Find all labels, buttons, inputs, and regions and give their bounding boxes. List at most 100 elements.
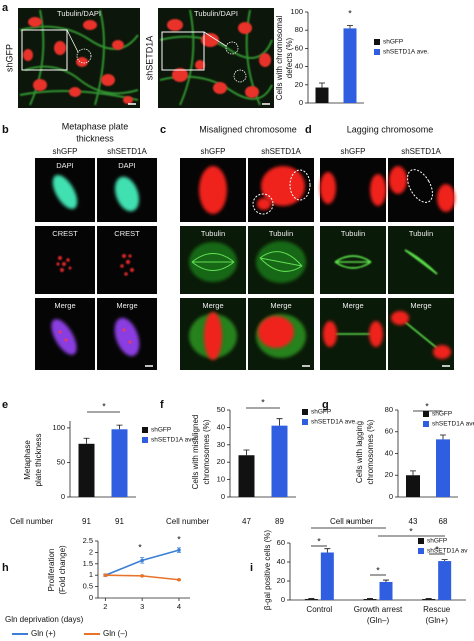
y-tick-label: 0 (389, 492, 393, 501)
micrograph: Tubulin/DAPI (158, 8, 274, 108)
y-tick-label: 1 (89, 570, 93, 579)
column-label: shSETD1A (401, 147, 441, 156)
y-tick-label: 40 (385, 448, 393, 457)
micrograph-shape (323, 311, 451, 359)
micrograph-shape (21, 29, 68, 71)
micrograph-shape-shape (404, 321, 438, 349)
error-bar (116, 424, 123, 430)
micrograph-shape-shape (433, 345, 451, 359)
micrograph-shape-shape (69, 87, 81, 97)
cell-number-label: Cell number (166, 517, 209, 526)
micrograph-shape-shape (62, 262, 66, 266)
micrograph-shape (114, 317, 140, 357)
micrograph-shape (167, 19, 271, 98)
x-tick-label: 4 (177, 602, 181, 611)
micrograph: Tubulin Tubulin (180, 226, 314, 294)
y-tick-label: 100 (52, 423, 65, 432)
micrograph: Merge Merge (180, 298, 314, 370)
annotation: * (177, 534, 181, 544)
image-label: Merge (270, 301, 291, 310)
image-label: Tubulin (269, 229, 293, 238)
micrograph-shape-shape (195, 60, 205, 70)
annotation: * (409, 526, 413, 536)
legend-label: shGFP (427, 538, 447, 545)
y-axis-label: Cells with misaligned (191, 415, 200, 490)
point (103, 573, 108, 577)
micrograph-shape-shape (58, 256, 62, 260)
micrograph-shape (320, 226, 386, 294)
micrograph: Tubulin Tubulin (320, 226, 454, 294)
y-axis-label: chromosomes (%) (202, 419, 211, 484)
y-tick-label: 20 (385, 470, 393, 479)
y-axis-label: Proliferation (47, 549, 56, 592)
micrograph: Merge Merge (320, 298, 454, 370)
x-tick-label: Control (306, 605, 332, 614)
legend-swatch (423, 411, 429, 417)
bar (304, 599, 318, 600)
micrograph-shape (370, 174, 386, 206)
micrograph-shape-shape (122, 328, 126, 332)
point (140, 574, 144, 578)
image-label: Merge (54, 301, 75, 310)
y-tick-label: 30 (217, 440, 225, 449)
image-label: Merge (342, 301, 363, 310)
bar (111, 429, 128, 497)
column-label: shGFP (341, 147, 366, 156)
micrograph: CREST CREST (35, 226, 157, 294)
micrograph-shape-shape (123, 96, 133, 104)
micrograph-shape-shape (213, 82, 227, 94)
micrograph-shape (258, 316, 294, 348)
x-axis-label: Gln deprivation (days) (5, 615, 84, 624)
micrograph-shape (289, 169, 311, 201)
micrograph (320, 158, 455, 222)
micrograph-shape-shape (259, 257, 303, 272)
column-label: shGFP (201, 147, 226, 156)
micrograph-shape-shape (238, 22, 252, 34)
micrograph-shape-shape (28, 17, 42, 27)
micrograph-shape (23, 17, 133, 104)
micrograph-shape-shape (23, 49, 33, 61)
panel-label: h (2, 562, 9, 574)
y-axis-label: chromosomes (%) (366, 419, 375, 484)
micrograph-shape (203, 31, 227, 47)
x-tick-label: (Gln–) (367, 616, 390, 625)
column-label: shSETD1A (261, 147, 301, 156)
y-tick-label: 60 (385, 427, 393, 436)
micrograph-shape (252, 193, 274, 215)
image-title: Tubulin/DAPI (194, 9, 238, 18)
micrograph-shape (76, 48, 92, 64)
legend-swatch (142, 427, 148, 433)
error-bar (383, 579, 389, 582)
panel-label: d (305, 124, 312, 136)
micrograph-shape-shape (112, 40, 124, 50)
annotation: * (348, 8, 352, 18)
image-label: Tubulin (201, 229, 225, 238)
y-tick-label: 40 (217, 422, 225, 431)
micrograph-shape-shape (259, 53, 271, 67)
micrograph-shape-shape (83, 20, 97, 30)
legend-label: shSETD1A ave. (432, 421, 474, 428)
point (177, 577, 181, 582)
column-label: shGFP (53, 147, 78, 156)
legend-swatch (302, 419, 308, 425)
micrograph-shape (58, 328, 132, 344)
micrograph-shape-shape (33, 79, 47, 91)
micrograph-shape-shape (259, 251, 303, 267)
cell-number-label: Cell number (10, 517, 53, 526)
legend-swatch (374, 39, 380, 45)
micrograph-shape (161, 31, 205, 71)
legend-label: Gln (+) (31, 629, 56, 638)
bar (271, 425, 288, 497)
bar (363, 599, 377, 600)
micrograph-shape (51, 319, 77, 355)
annotation: * (425, 401, 429, 411)
row-label: shSETD1A (144, 36, 154, 81)
column-label: shSETD1A (107, 147, 147, 156)
micrograph-shape-shape (58, 330, 62, 334)
image-label: CREST (52, 229, 78, 238)
micrograph-shape (407, 169, 433, 203)
legend-label: shGFP (383, 39, 403, 46)
micrograph-shape-shape (201, 33, 219, 47)
panel-label: e (2, 399, 8, 411)
image-label: CREST (114, 229, 140, 238)
